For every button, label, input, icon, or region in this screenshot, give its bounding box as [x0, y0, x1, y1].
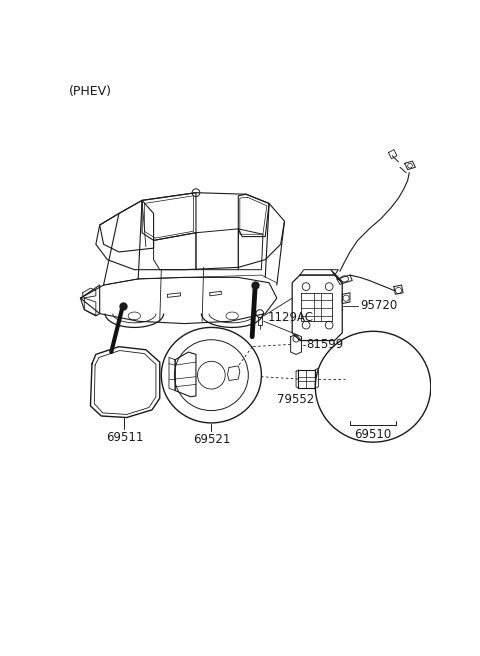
- Text: (PHEV): (PHEV): [69, 85, 112, 98]
- Text: 69521: 69521: [192, 433, 230, 446]
- Text: 79552: 79552: [277, 393, 315, 406]
- Text: 69511: 69511: [106, 432, 143, 444]
- Text: 81599: 81599: [306, 338, 343, 351]
- Text: 1129AC: 1129AC: [267, 311, 313, 324]
- Text: 69510: 69510: [354, 428, 392, 441]
- Text: 95720: 95720: [360, 299, 397, 312]
